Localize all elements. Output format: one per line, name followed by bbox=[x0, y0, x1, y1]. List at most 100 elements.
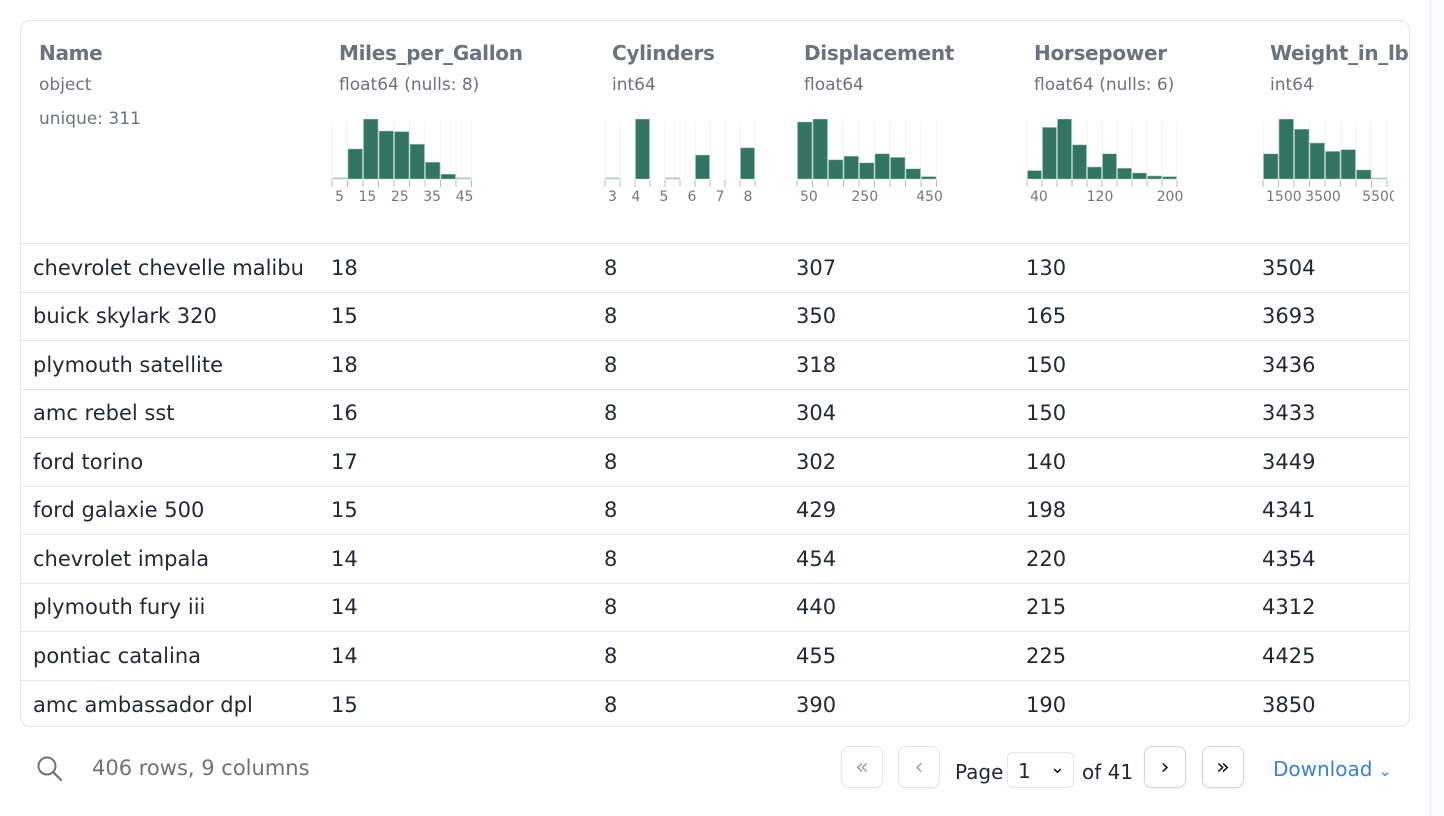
first-page-button[interactable]: « bbox=[841, 746, 883, 788]
table-row[interactable]: chevrolet impala 14 8 454 220 4354 bbox=[21, 535, 1409, 584]
table-cell: 17 bbox=[331, 449, 358, 474]
histogram-tick-label: 4 bbox=[632, 189, 641, 205]
histogram-bar bbox=[1340, 149, 1356, 180]
table-cell: 225 bbox=[1026, 643, 1067, 668]
scrollbar[interactable] bbox=[1430, 0, 1444, 816]
histogram-bar bbox=[635, 119, 650, 180]
table-cell: 14 bbox=[331, 595, 358, 620]
table-footer: 406 rows, 9 columns « ‹ Page 1 ⌄ of 41 › … bbox=[0, 740, 1444, 800]
column-header-name[interactable]: Name object unique: 311 bbox=[21, 21, 321, 243]
column-name: Horsepower bbox=[1034, 41, 1167, 65]
table-cell: 455 bbox=[796, 643, 837, 668]
histogram-bar bbox=[425, 161, 441, 180]
histogram-tick-label: 15 bbox=[358, 189, 376, 205]
column-header-miles_per_gallon[interactable]: Miles_per_Gallon float64 (nulls: 8) 5 15 25 3… bbox=[321, 21, 594, 243]
column-header-horsepower[interactable]: Horsepower float64 (nulls: 6) 40 120 200 bbox=[1016, 21, 1252, 243]
histogram-bar bbox=[1325, 151, 1341, 180]
table-row[interactable]: pontiac catalina 14 8 455 225 4425 bbox=[21, 632, 1409, 681]
table-cell: 130 bbox=[1026, 255, 1067, 280]
table-cell: 304 bbox=[796, 401, 837, 426]
table-cell: 15 bbox=[331, 498, 358, 523]
table-cell: 8 bbox=[604, 546, 618, 571]
table-cell: 198 bbox=[1026, 498, 1067, 523]
table-cell: 14 bbox=[331, 546, 358, 571]
histogram-tick-label: 8 bbox=[744, 189, 753, 205]
column-name: Name bbox=[39, 41, 103, 65]
histogram-tick-label: 120 bbox=[1087, 189, 1114, 205]
download-button[interactable]: Download ⌄ bbox=[1273, 757, 1391, 781]
histogram-tick-label: 5 bbox=[660, 189, 669, 205]
histogram-tick-label: 45 bbox=[456, 189, 474, 205]
histogram-bar bbox=[843, 155, 859, 180]
table-header: Name object unique: 311 Miles_per_Gallon flo… bbox=[21, 21, 1409, 244]
histogram-bar bbox=[409, 143, 425, 180]
table-cell: 8 bbox=[604, 595, 618, 620]
histogram-bar bbox=[347, 148, 363, 180]
column-header-cylinders[interactable]: Cylinders int64 3 4 5 6 7 8 bbox=[594, 21, 786, 243]
table-cell: 18 bbox=[331, 255, 358, 280]
histogram-bar bbox=[605, 177, 620, 180]
table-cell: 15 bbox=[331, 304, 358, 329]
table-cell: 4341 bbox=[1262, 498, 1316, 523]
histogram-bar bbox=[1147, 175, 1162, 180]
table-cell: 440 bbox=[796, 595, 837, 620]
histogram: 5 15 25 35 45 bbox=[331, 119, 474, 205]
histogram-bar bbox=[1117, 167, 1132, 180]
table-row[interactable]: plymouth satellite 18 8 318 150 3436 bbox=[21, 341, 1409, 390]
table-cell: 454 bbox=[796, 546, 837, 571]
table-row[interactable]: ford galaxie 500 15 8 429 198 4341 bbox=[21, 487, 1409, 535]
table-row[interactable]: amc rebel sst 16 8 304 150 3433 bbox=[21, 390, 1409, 438]
table-cell: pontiac catalina bbox=[33, 643, 202, 668]
download-label: Download bbox=[1273, 757, 1373, 781]
table-cell: 8 bbox=[604, 498, 618, 523]
row-count: 406 rows, 9 columns bbox=[92, 756, 310, 780]
last-page-button[interactable]: » bbox=[1202, 746, 1244, 788]
table-body: chevrolet chevelle malibu 18 8 307 130 3504 bu… bbox=[21, 244, 1409, 727]
histogram-bar bbox=[1309, 142, 1325, 180]
table-row[interactable]: ford torino 17 8 302 140 3449 bbox=[21, 438, 1409, 487]
histogram-tick-label: 50 bbox=[800, 189, 818, 205]
histogram-bar bbox=[1263, 153, 1279, 180]
table-row[interactable]: plymouth fury iii 14 8 440 215 4312 bbox=[21, 584, 1409, 632]
histogram-tick-label: 25 bbox=[391, 189, 409, 205]
column-summary: unique: 311 bbox=[39, 109, 141, 129]
table-cell: 8 bbox=[604, 692, 618, 717]
table-cell: 150 bbox=[1026, 352, 1067, 377]
table-cell: 3850 bbox=[1262, 692, 1316, 717]
histogram-bar bbox=[1072, 144, 1087, 180]
search-icon[interactable] bbox=[36, 755, 64, 783]
column-dtype: int64 bbox=[612, 75, 656, 95]
histogram-bar bbox=[921, 176, 937, 180]
table-cell: 190 bbox=[1026, 692, 1067, 717]
histogram-bar bbox=[1162, 176, 1177, 180]
histogram-bar bbox=[890, 157, 906, 180]
table-row[interactable]: amc ambassador dpl 15 8 390 190 3850 bbox=[21, 681, 1409, 727]
histogram-bar bbox=[363, 119, 379, 180]
table-cell: 350 bbox=[796, 304, 837, 329]
histogram-bar bbox=[440, 173, 456, 180]
table-cell: 215 bbox=[1026, 595, 1067, 620]
table-cell: 220 bbox=[1026, 546, 1067, 571]
table-cell: 3433 bbox=[1262, 401, 1316, 426]
histogram: 40 120 200 bbox=[1026, 119, 1183, 205]
table-cell: 14 bbox=[331, 643, 358, 668]
column-dtype: float64 (nulls: 8) bbox=[339, 75, 480, 95]
page-select[interactable]: 1 ⌄ bbox=[1007, 752, 1074, 788]
histogram-bar bbox=[1278, 119, 1294, 180]
histogram-bar bbox=[828, 159, 844, 180]
table-cell: 15 bbox=[331, 692, 358, 717]
table-cell: 16 bbox=[331, 401, 358, 426]
table-cell: chevrolet chevelle malibu bbox=[33, 255, 304, 280]
histogram-tick-label: 3 bbox=[608, 189, 617, 205]
histogram-bar bbox=[1356, 169, 1372, 180]
table-row[interactable]: chevrolet chevelle malibu 18 8 307 130 3504 bbox=[21, 244, 1409, 293]
table-cell: 318 bbox=[796, 352, 837, 377]
histogram-bar bbox=[456, 177, 472, 180]
column-header-displacement[interactable]: Displacement float64 50 250 450 bbox=[786, 21, 1016, 243]
table-cell: 150 bbox=[1026, 401, 1067, 426]
prev-page-button[interactable]: ‹ bbox=[898, 746, 940, 788]
histogram-bar bbox=[1371, 177, 1387, 180]
table-row[interactable]: buick skylark 320 15 8 350 165 3693 bbox=[21, 293, 1409, 341]
next-page-button[interactable]: › bbox=[1144, 746, 1186, 788]
